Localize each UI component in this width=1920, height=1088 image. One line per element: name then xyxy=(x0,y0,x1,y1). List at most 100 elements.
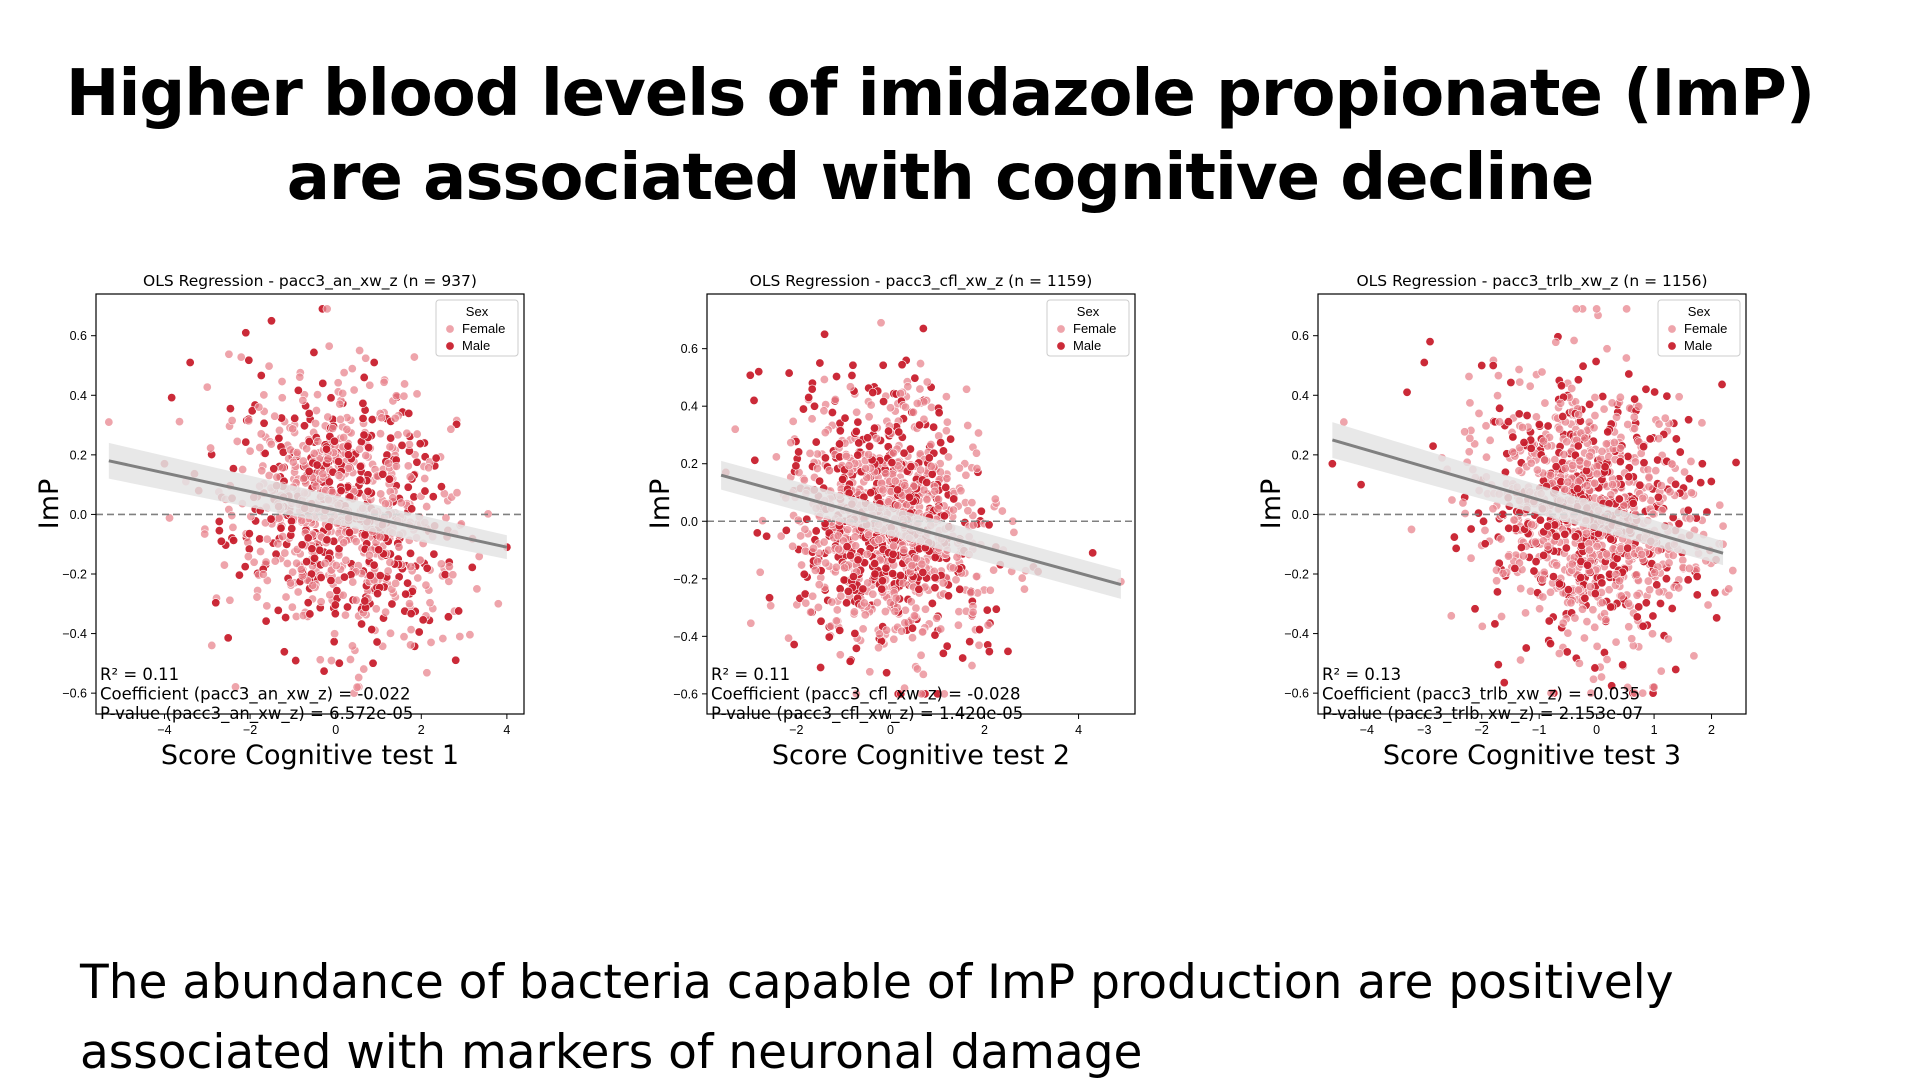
data-point-female xyxy=(1567,383,1577,393)
data-point-female xyxy=(889,541,899,551)
data-point-female xyxy=(796,531,806,541)
data-point-male xyxy=(888,569,898,579)
data-point-male xyxy=(1449,532,1459,542)
data-point-male xyxy=(863,433,873,443)
data-point-female xyxy=(1554,649,1564,659)
x-tick-label: 1 xyxy=(1651,723,1658,737)
data-point-male xyxy=(225,404,235,414)
data-point-female xyxy=(425,598,435,608)
y-tick-label: 0.4 xyxy=(1292,389,1309,403)
data-point-male xyxy=(1560,529,1570,539)
data-point-female xyxy=(338,590,348,600)
data-point-female xyxy=(908,407,918,417)
data-point-female xyxy=(1629,424,1639,434)
data-point-male xyxy=(1615,457,1625,467)
data-point-female xyxy=(165,513,175,523)
data-point-male xyxy=(1546,639,1556,649)
data-point-female xyxy=(391,578,401,588)
data-point-female xyxy=(1521,608,1531,618)
y-tick-label: −0.4 xyxy=(673,630,698,644)
data-point-male xyxy=(343,441,353,451)
data-point-male xyxy=(1661,574,1671,584)
data-point-male xyxy=(924,453,934,463)
data-point-female xyxy=(313,436,323,446)
data-point-female xyxy=(805,448,815,458)
data-point-male xyxy=(930,552,940,562)
data-point-male xyxy=(375,571,385,581)
data-point-male xyxy=(324,477,334,487)
data-point-female xyxy=(1663,634,1673,644)
data-point-female xyxy=(264,361,274,371)
data-point-female xyxy=(971,572,981,582)
data-point-male xyxy=(1543,521,1553,531)
regression-line xyxy=(108,459,508,549)
data-point-male xyxy=(467,562,477,572)
data-point-female xyxy=(1590,622,1600,632)
data-point-female xyxy=(941,426,951,436)
data-point-male xyxy=(355,475,365,485)
data-point-male xyxy=(307,544,317,554)
x-tick-label: −1 xyxy=(1532,723,1546,737)
data-point-male xyxy=(342,602,352,612)
data-point-male xyxy=(319,666,329,676)
data-point-male xyxy=(1561,543,1571,553)
data-point-female xyxy=(1527,519,1537,529)
x-tick-label: −2 xyxy=(243,723,257,737)
data-point-male xyxy=(1519,438,1529,448)
data-point-male xyxy=(358,414,368,424)
data-point-female xyxy=(1686,456,1696,466)
data-point-female xyxy=(1645,585,1655,595)
data-point-female xyxy=(1566,598,1576,608)
data-point-male xyxy=(810,401,820,411)
data-point-female xyxy=(875,629,885,639)
data-point-male xyxy=(367,415,377,425)
data-point-female xyxy=(405,472,415,482)
data-point-female xyxy=(948,563,958,573)
data-point-female xyxy=(1638,493,1648,503)
stats-annotation: Coefficient (pacc3_an_xw_z) = -0.022 xyxy=(100,685,411,705)
data-point-female xyxy=(1562,437,1572,447)
data-point-male xyxy=(838,474,848,484)
data-point-male xyxy=(832,372,842,382)
data-point-female xyxy=(1586,688,1596,698)
data-point-male xyxy=(358,398,368,408)
data-point-male xyxy=(904,492,914,502)
data-point-female xyxy=(961,470,971,480)
data-point-female xyxy=(1552,560,1562,570)
data-point-male xyxy=(318,378,328,388)
data-point-female xyxy=(311,419,321,429)
data-point-female xyxy=(755,567,765,577)
y-tick-label: 0.2 xyxy=(70,448,87,462)
data-point-male xyxy=(1514,409,1524,419)
data-point-female xyxy=(1615,443,1625,453)
data-point-male xyxy=(330,436,340,446)
data-point-female xyxy=(1664,558,1674,568)
data-point-male xyxy=(1653,492,1663,502)
data-point-male xyxy=(842,598,852,608)
data-point-male xyxy=(879,396,889,406)
data-point-female xyxy=(1543,541,1553,551)
data-point-female xyxy=(278,463,288,473)
data-point-male xyxy=(835,439,845,449)
data-point-female xyxy=(1728,566,1738,576)
data-point-male xyxy=(1557,381,1567,391)
data-point-female xyxy=(1579,633,1589,643)
data-point-female xyxy=(807,414,817,424)
data-point-female xyxy=(1545,470,1555,480)
data-point-male xyxy=(1495,403,1505,413)
confidence-band xyxy=(1332,422,1724,566)
data-point-male xyxy=(887,458,897,468)
data-point-male xyxy=(309,347,319,357)
data-point-female xyxy=(424,463,434,473)
data-point-female xyxy=(878,485,888,495)
legend-title: Sex xyxy=(1688,304,1711,319)
data-point-female xyxy=(1493,391,1503,401)
data-point-female xyxy=(836,591,846,601)
data-point-female xyxy=(1538,574,1548,584)
data-point-female xyxy=(342,424,352,434)
data-point-male xyxy=(1580,593,1590,603)
data-point-male xyxy=(1563,585,1573,595)
data-point-male xyxy=(1535,515,1545,525)
x-tick-label: −3 xyxy=(1417,723,1431,737)
data-point-female xyxy=(916,465,926,475)
